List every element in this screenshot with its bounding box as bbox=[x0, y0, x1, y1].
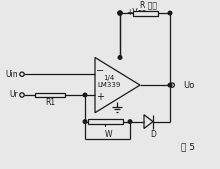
Circle shape bbox=[83, 93, 87, 97]
Bar bbox=[132, 11, 158, 16]
Circle shape bbox=[128, 120, 132, 123]
Text: R1: R1 bbox=[45, 98, 55, 107]
Text: 图 5: 图 5 bbox=[181, 143, 195, 152]
Text: D: D bbox=[150, 130, 156, 139]
Text: +: + bbox=[96, 92, 104, 102]
Bar bbox=[88, 119, 123, 124]
Circle shape bbox=[118, 11, 122, 15]
Text: Uin: Uin bbox=[5, 70, 18, 79]
Bar bbox=[35, 92, 65, 98]
Text: R 上拉: R 上拉 bbox=[141, 1, 158, 10]
Circle shape bbox=[168, 83, 172, 87]
Text: 1/4
LM339: 1/4 LM339 bbox=[97, 75, 121, 88]
Text: Ur: Ur bbox=[9, 90, 18, 100]
Circle shape bbox=[83, 120, 87, 123]
Text: −: − bbox=[96, 66, 104, 76]
Text: W: W bbox=[105, 130, 112, 139]
Circle shape bbox=[168, 11, 172, 15]
Text: Uo: Uo bbox=[183, 81, 194, 90]
Text: +Vcc: +Vcc bbox=[126, 8, 146, 17]
Circle shape bbox=[118, 56, 122, 59]
